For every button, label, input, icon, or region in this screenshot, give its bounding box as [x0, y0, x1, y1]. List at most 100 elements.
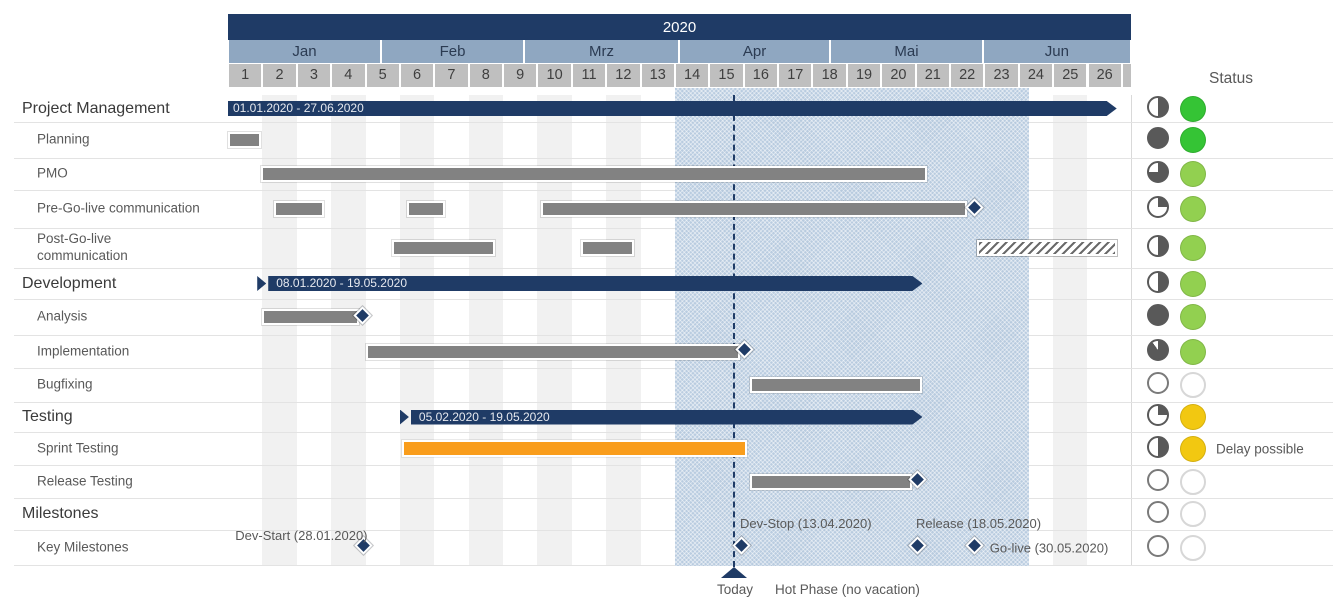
hot-phase-label: Hot Phase (no vacation)	[775, 582, 920, 597]
status-circle-light_green	[1180, 338, 1206, 365]
week-cell-14: 14	[675, 64, 709, 87]
row-label-sprint-testing: Sprint Testing	[37, 440, 119, 456]
row-label-testing: Testing	[22, 408, 73, 425]
week-cell-13: 13	[641, 64, 674, 87]
month-cell-mai: Mai	[830, 40, 982, 63]
status-circle-light_green	[1180, 196, 1206, 222]
status-circle-green	[1180, 127, 1206, 153]
week-cell-extra	[1122, 64, 1131, 87]
week-cell-9: 9	[504, 64, 537, 87]
progress-pie	[1147, 196, 1169, 218]
today-label: Today	[716, 582, 754, 597]
status-column-header: Status	[1209, 70, 1253, 87]
week-cell-8: 8	[469, 64, 503, 87]
row-label-milestones: Milestones	[22, 505, 99, 522]
task-bar	[749, 377, 923, 393]
week-cell-1: 1	[229, 64, 262, 87]
task-bar	[260, 166, 927, 182]
week-cell-12: 12	[607, 64, 640, 87]
row-separator	[14, 402, 1333, 403]
progress-pie	[1147, 235, 1169, 257]
progress-pie	[1147, 501, 1169, 523]
task-bar	[262, 309, 359, 325]
row-label-release-testing: Release Testing	[37, 473, 133, 489]
week-cell-16: 16	[744, 64, 778, 87]
milestone-label: Release (18.05.2020)	[916, 515, 1042, 531]
week-cell-21: 21	[916, 64, 949, 87]
week-cell-6: 6	[400, 64, 434, 87]
progress-pie	[1147, 270, 1169, 293]
row-separator	[14, 565, 1333, 566]
row-separator	[14, 299, 1333, 300]
progress-pie	[1147, 95, 1169, 118]
status-circle-none	[1180, 468, 1206, 495]
week-cell-22: 22	[950, 64, 984, 87]
row-separator	[14, 432, 1333, 433]
status-circle-yellow	[1180, 404, 1206, 430]
week-stripe	[1053, 95, 1088, 565]
task-bar	[228, 132, 261, 148]
row-label-bugfixing: Bugfixing	[37, 376, 93, 392]
week-cell-5: 5	[366, 64, 399, 87]
month-cell-feb: Feb	[381, 40, 523, 63]
row-separator	[14, 190, 1333, 191]
row-label-pmo: PMO	[37, 165, 68, 181]
status-circle-none	[1180, 534, 1206, 561]
month-cell-jan: Jan	[229, 40, 380, 63]
row-separator	[14, 530, 1333, 531]
month-cell-apr: Apr	[680, 40, 829, 63]
week-cell-3: 3	[297, 64, 331, 87]
row-label-project-management: Project Management	[22, 99, 170, 117]
progress-pie	[1147, 127, 1169, 149]
task-bar	[406, 201, 445, 217]
week-cell-15: 15	[710, 64, 743, 87]
hot-phase-region	[674, 88, 1030, 566]
milestone-label: Go-live (30.05.2020)	[989, 540, 1109, 555]
summary-bar: 05.02.2020 - 19.05.2020	[411, 410, 923, 425]
chart-right-border	[1130, 95, 1132, 565]
row-separator	[14, 122, 1333, 123]
week-cell-11: 11	[572, 64, 606, 87]
week-cell-20: 20	[882, 64, 915, 87]
status-circle-light_green	[1180, 270, 1206, 297]
progress-pie	[1147, 372, 1169, 394]
row-label-analysis: Analysis	[37, 308, 88, 324]
year-band: 2020	[228, 14, 1131, 40]
task-bar	[274, 201, 325, 217]
week-cell-26: 26	[1088, 64, 1121, 87]
row-separator	[14, 268, 1333, 269]
status-circle-light_green	[1180, 304, 1206, 330]
task-bar-delayed	[401, 440, 748, 457]
status-circle-none	[1180, 501, 1206, 527]
progress-pie	[1147, 304, 1169, 326]
status-circle-yellow	[1180, 435, 1206, 462]
bar-start-chevron	[257, 276, 267, 291]
task-bar-planned-hatched	[976, 240, 1117, 256]
week-cell-18: 18	[813, 64, 846, 87]
bar-start-chevron	[399, 409, 409, 425]
row-separator	[14, 465, 1333, 466]
progress-pie	[1147, 338, 1169, 361]
row-separator	[14, 368, 1333, 369]
status-circle-light_green	[1180, 161, 1206, 187]
task-bar	[581, 240, 634, 256]
week-cell-2: 2	[263, 64, 296, 87]
task-bar	[540, 201, 968, 217]
week-cell-7: 7	[435, 64, 468, 87]
today-marker-icon	[721, 567, 748, 578]
week-cell-10: 10	[538, 64, 571, 87]
month-cell-mrz: Mrz	[525, 40, 679, 63]
status-note: Delay possible	[1216, 441, 1304, 456]
row-label-key-milestones: Key Milestones	[37, 539, 129, 555]
week-cell-25: 25	[1054, 64, 1087, 87]
task-bar	[391, 240, 496, 256]
row-separator	[14, 228, 1333, 229]
progress-pie	[1147, 534, 1169, 557]
row-label-post-go-live-communication: Post-Go-live communication	[37, 231, 128, 263]
status-circle-light_green	[1180, 235, 1206, 261]
status-circle-green	[1180, 95, 1206, 122]
row-label-implementation: Implementation	[37, 343, 130, 359]
month-cell-jun: Jun	[983, 40, 1130, 63]
week-cell-4: 4	[332, 64, 365, 87]
progress-pie	[1147, 435, 1169, 458]
